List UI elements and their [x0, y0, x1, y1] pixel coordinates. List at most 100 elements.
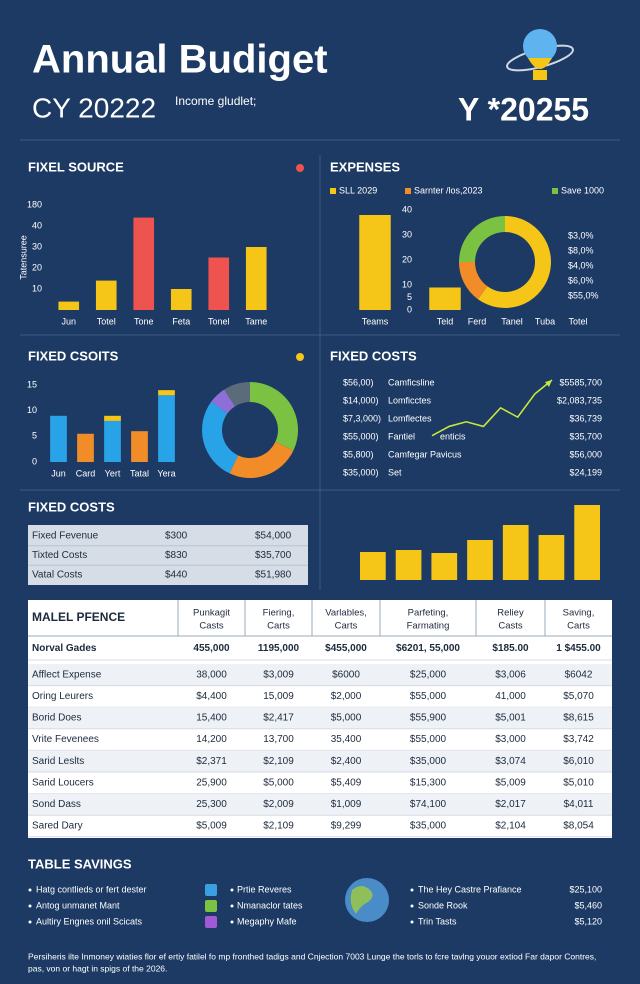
bar	[95, 280, 117, 310]
y-tick-label: 0	[32, 456, 37, 466]
subtitle: CY 20222	[32, 92, 156, 123]
bar	[58, 301, 80, 310]
cell: $15,300	[410, 777, 447, 788]
cell: $55,000	[410, 691, 447, 702]
bar	[77, 433, 94, 462]
cell: $55,000	[410, 734, 447, 745]
row-label: Camfegar Pavicus	[388, 449, 462, 459]
row-band	[28, 664, 612, 686]
cell: $3,006	[495, 669, 526, 680]
x-tick-label: Card	[76, 468, 96, 478]
bar	[538, 535, 565, 580]
row-value: $14,000)	[343, 395, 379, 405]
panel-title: FIXED CSOITS	[28, 348, 119, 363]
cell: 15,009	[263, 691, 294, 702]
donut-slice	[477, 216, 552, 309]
cell: Sared Dary	[32, 821, 83, 832]
legend-swatch	[405, 188, 411, 194]
footer-text: pas, von or hagt in spigs of the 2026.	[28, 963, 167, 973]
donut-annotation: $6,0%	[568, 275, 594, 285]
cell: Sarid Leslts	[32, 756, 84, 767]
bar	[245, 247, 267, 310]
row-label: Fantiel	[388, 431, 415, 441]
column-header: Punkagit	[193, 608, 230, 619]
cell: $5,009	[495, 777, 526, 788]
column-header: Parfeting,	[408, 608, 449, 619]
cell: $3,009	[263, 669, 294, 680]
bullet	[230, 920, 234, 924]
saving-value: $5,120	[574, 916, 602, 926]
dividers	[20, 139, 620, 590]
x-tick-label: Feta	[172, 316, 190, 326]
cell: 1 $455.00	[556, 643, 601, 654]
row-total: $36,739	[569, 413, 602, 423]
saving-item: Prtie Reveres	[237, 884, 292, 894]
cell: $185.00	[492, 643, 529, 654]
legend-label: Save 1000	[561, 185, 604, 195]
x-tick-label: Jun	[61, 316, 76, 326]
column-header: Casts	[498, 621, 523, 632]
note: Income gludlet;	[175, 94, 256, 108]
legend-label: Sarnter /los,2023	[414, 185, 483, 195]
x-tick-label: Tanel	[501, 316, 523, 326]
donut-slice	[459, 216, 505, 262]
line-annotation: enticis	[440, 431, 466, 441]
saving-item: Antog unmanet Mant	[36, 900, 120, 910]
column-header: Saving,	[563, 608, 595, 619]
cell: Norval Gades	[32, 643, 97, 654]
y-tick-label: 10	[402, 279, 412, 289]
bar	[395, 550, 422, 580]
cell: $6000	[332, 669, 360, 680]
page-title: Annual Budiget	[32, 38, 328, 82]
bar	[360, 552, 386, 580]
column-header: Fiering,	[263, 608, 295, 619]
bullet	[28, 888, 32, 892]
icon	[205, 884, 217, 896]
bar	[133, 217, 155, 310]
legend-swatch	[552, 188, 558, 194]
x-tick-label: Jun	[51, 468, 66, 478]
cell: $1,009	[331, 799, 362, 810]
x-tick-label: Teams	[362, 316, 389, 326]
saving-item: Aultiry Engnes onil Scicats	[36, 916, 143, 926]
cell: Fixed Fevenue	[32, 531, 99, 542]
cell: $5,009	[196, 821, 227, 832]
bar	[574, 505, 600, 580]
bullet	[230, 888, 234, 892]
cell: $5,000	[263, 777, 294, 788]
y-tick-label: 30	[32, 241, 42, 251]
saving-item: The Hey Castre Prafiance	[418, 884, 522, 894]
donut-slice	[211, 389, 235, 414]
cell: $6042	[565, 669, 593, 680]
bar-cap	[158, 390, 175, 396]
saving-item: Hatg contlieds or fert dester	[36, 884, 147, 894]
cell: 15,400	[196, 713, 227, 724]
cell: $51,980	[255, 570, 292, 581]
row-band	[28, 707, 612, 729]
cell: $5,010	[563, 777, 594, 788]
cell: $3,074	[495, 756, 526, 767]
donut-slice	[224, 382, 250, 407]
column-header: Varlables,	[325, 608, 367, 619]
cell: $35,000	[410, 821, 447, 832]
trend-line	[431, 379, 553, 437]
cell: $2,009	[263, 799, 294, 810]
icon	[205, 900, 217, 912]
panel-title: FIXED COSTS	[330, 348, 417, 363]
column-header: Farmating	[407, 621, 450, 632]
x-tick-label: Ferd	[468, 316, 487, 326]
cell: $2,000	[331, 691, 362, 702]
cell: Sarid Loucers	[32, 777, 94, 788]
row-value: $35,000)	[343, 467, 379, 477]
globe-land	[350, 886, 373, 914]
cell: $3,742	[563, 734, 594, 745]
saving-item: Nmanaclor tates	[237, 900, 303, 910]
panel-title: TABLE SAVINGS	[28, 856, 132, 871]
row-total: $2,083,735	[557, 395, 602, 405]
row-band	[28, 793, 612, 816]
bullet	[410, 904, 414, 908]
bar	[170, 289, 192, 310]
cell: $9,299	[331, 821, 362, 832]
cell: $830	[165, 550, 188, 561]
x-tick-label: Tatal	[130, 468, 149, 478]
